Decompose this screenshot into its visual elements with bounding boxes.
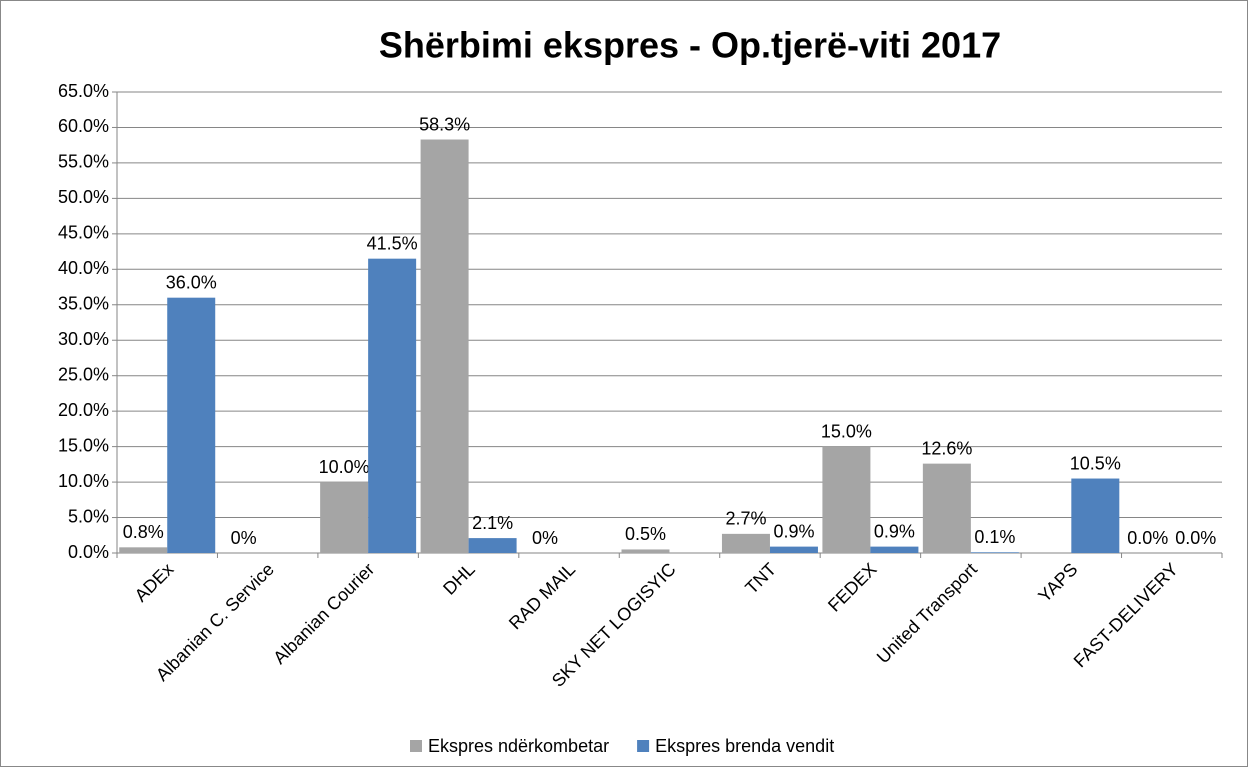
y-tick-label: 35.0% [58,294,109,314]
y-tick-label: 60.0% [58,116,109,136]
bar [468,538,517,553]
chart-title: Shërbimi ekspres - Op.tjerë-viti 2017 [379,25,1001,66]
legend-swatch [410,740,422,752]
data-label: 0.0% [1175,528,1216,548]
data-label: 15.0% [821,421,872,441]
y-tick-label: 15.0% [58,435,109,455]
data-label: 58.3% [419,114,470,134]
data-label: 2.7% [725,509,766,529]
legend-swatch [637,740,650,752]
data-label: 0.8% [123,522,164,542]
data-label: 10.5% [1070,453,1121,473]
bar [621,549,670,553]
bar [769,546,818,553]
data-label: 0% [231,528,257,548]
data-label: 0.0% [1127,528,1168,548]
y-tick-label: 25.0% [58,364,109,384]
y-tick-label: 45.0% [58,223,109,243]
y-tick-label: 55.0% [58,152,109,172]
legend-label: Ekspres brenda vendit [655,736,834,756]
bar [368,258,417,553]
data-label: 0.1% [974,527,1015,547]
data-label: 2.1% [472,513,513,533]
data-label: 0.9% [874,521,915,541]
y-tick-label: 5.0% [68,506,109,526]
y-tick-label: 10.0% [58,471,109,491]
data-label: 0.5% [625,524,666,544]
data-label: 10.0% [319,457,370,477]
data-label: 36.0% [166,272,217,292]
data-label: 0% [532,528,558,548]
y-tick-label: 30.0% [58,329,109,349]
bar [167,297,216,553]
bar [320,482,369,553]
data-label: 12.6% [921,438,972,458]
bar [1071,478,1120,553]
bar [970,552,1019,553]
y-tick-label: 20.0% [58,400,109,420]
legend-label: Ekspres ndërkombetar [428,736,609,756]
bar [721,533,770,553]
bar [420,139,469,553]
data-label: 41.5% [367,233,418,253]
bar [922,463,971,553]
data-label: 0.9% [773,521,814,541]
bar [119,547,168,553]
y-tick-label: 65.0% [58,81,109,101]
bar [870,546,919,553]
y-tick-label: 40.0% [58,258,109,278]
bar [822,446,871,553]
y-tick-label: 0.0% [68,542,109,562]
y-tick-label: 50.0% [58,187,109,207]
